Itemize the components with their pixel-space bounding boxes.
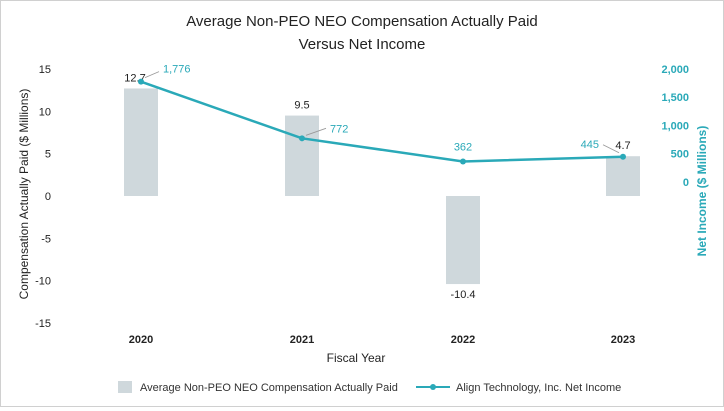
y-tick-label: 0 xyxy=(45,191,51,203)
bar-data-label: 4.7 xyxy=(615,140,630,152)
y2-tick-label: 2,000 xyxy=(661,64,689,76)
y2-tick-label: 500 xyxy=(671,149,689,161)
y2-tick-label: 1,500 xyxy=(661,92,689,104)
bar-2020 xyxy=(124,88,158,196)
x-tick-label: 2021 xyxy=(290,334,314,346)
x-tick-label: 2023 xyxy=(611,334,635,346)
net-income-point-2022 xyxy=(460,158,466,165)
left-axis-ticks: 15 10 5 0 -5 -10 -15 xyxy=(35,64,51,330)
data-label-leader xyxy=(144,71,160,79)
bar-2021 xyxy=(285,115,319,196)
y2-tick-label: 1,000 xyxy=(661,120,689,132)
line-data-label: 445 xyxy=(581,139,599,151)
legend-bar-label: Average Non-PEO NEO Compensation Actuall… xyxy=(140,382,398,394)
x-tick-label: 2022 xyxy=(451,334,475,346)
net-income-line xyxy=(140,80,624,163)
y2-tick-label: 0 xyxy=(683,177,689,189)
legend-line-marker xyxy=(430,384,436,390)
net-income-point-2023 xyxy=(620,153,626,160)
line-data-label: 772 xyxy=(330,123,348,135)
chart-subtitle: Versus Net Income xyxy=(299,36,426,53)
bar-data-label: -10.4 xyxy=(450,289,475,301)
y-tick-label: -10 xyxy=(35,276,51,288)
bar-data-label: 9.5 xyxy=(294,100,309,112)
bar-2022 xyxy=(446,196,480,285)
chart-title: Average Non-PEO NEO Compensation Actuall… xyxy=(186,13,538,30)
net-income-point-2020 xyxy=(138,78,144,85)
x-axis-ticks: 2020 2021 2022 2023 xyxy=(129,334,635,346)
line-data-label: 1,776 xyxy=(163,64,191,76)
net-income-point-2021 xyxy=(299,135,305,142)
y-tick-label: 5 xyxy=(45,149,51,161)
y-axis-title: Compensation Actually Paid ($ Millions) xyxy=(17,89,31,300)
line-data-label: 362 xyxy=(454,141,472,153)
bar-2023 xyxy=(606,156,640,196)
y-tick-label: -15 xyxy=(35,318,51,330)
y-tick-label: -5 xyxy=(41,233,51,245)
legend: Average Non-PEO NEO Compensation Actuall… xyxy=(118,381,621,394)
y-tick-label: 10 xyxy=(39,106,51,118)
data-label-leader xyxy=(305,127,327,136)
legend-bar-swatch xyxy=(118,381,132,393)
x-axis-title: Fiscal Year xyxy=(327,351,386,365)
bar-series: 12.79.5-10.44.7 xyxy=(124,72,640,301)
y-tick-label: 15 xyxy=(39,64,51,76)
right-axis-ticks: 2,000 1,500 1,000 500 0 xyxy=(661,64,689,189)
data-label-leader xyxy=(602,144,620,154)
legend-line-label: Align Technology, Inc. Net Income xyxy=(456,382,621,394)
y2-axis-title: Net Income ($ Millions) xyxy=(695,126,709,257)
x-tick-label: 2020 xyxy=(129,334,153,346)
line-series: 1,776 772 362 445 xyxy=(138,64,626,165)
